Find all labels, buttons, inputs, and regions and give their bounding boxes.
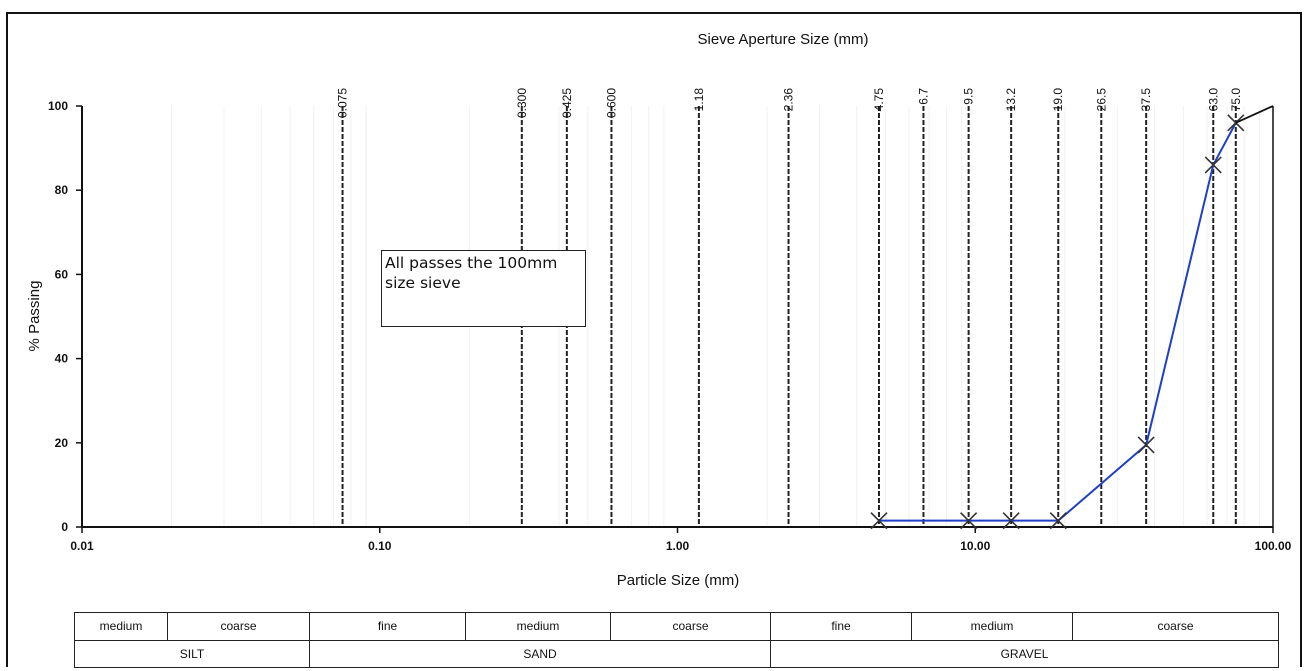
cell-sand-medium: medium <box>465 612 611 641</box>
data-point-cross <box>1204 156 1222 174</box>
sieve-label: 0.600 <box>604 88 618 118</box>
cell-silt-medium: medium <box>74 612 168 641</box>
sieve-label: 1.18 <box>692 88 706 112</box>
cell-gravel-fine: fine <box>770 612 912 641</box>
grading-chart: 0.075 0.300 0.425 0.600 1.18 2.36 4.75 6.7 9.5 13… <box>26 31 1292 589</box>
y-tick-label: 100 <box>48 99 68 113</box>
cell-gravel-coarse: coarse <box>1072 612 1279 641</box>
data-point <box>960 512 978 530</box>
data-point <box>1137 436 1155 454</box>
subdivision-row: medium coarse fine medium coarse fine me… <box>74 612 1279 641</box>
data-point-cross <box>1002 512 1020 530</box>
chart-frame <box>6 12 1302 667</box>
cell-silt: SILT <box>74 639 310 668</box>
x-tick-label: 1.00 <box>666 539 690 553</box>
data-point <box>870 512 888 530</box>
cell-sand: SAND <box>309 639 771 668</box>
sieve-label: 0.425 <box>560 88 574 118</box>
annotation-text: All passes the 100mm size sieve <box>385 254 558 292</box>
cell-gravel-medium: medium <box>911 612 1073 641</box>
y-axis-label: % Passing <box>26 281 43 352</box>
y-tick-label: 20 <box>55 436 69 450</box>
sieve-label: 26.5 <box>1094 88 1108 112</box>
y-tick-label: 0 <box>61 520 68 534</box>
data-point <box>1204 156 1222 174</box>
x-tick-label: 0.10 <box>368 539 392 553</box>
series-layer <box>870 105 1274 530</box>
sieve-label: 6.7 <box>916 88 930 105</box>
sieve-label: 75.0 <box>1229 88 1243 112</box>
sieve-label: 4.75 <box>872 88 886 112</box>
top-axis-label: Sieve Aperture Size (mm) <box>698 31 869 48</box>
axes: 0 20 40 60 80 100 0.01 0.10 1.00 10.00 100.00 <box>48 99 1292 553</box>
sieve-label: 0.300 <box>515 88 529 118</box>
x-axis-label: Particle Size (mm) <box>617 572 740 589</box>
x-tick-label: 100.00 <box>1255 539 1292 553</box>
data-point <box>1002 512 1020 530</box>
sieve-label: 0.075 <box>336 88 350 118</box>
cell-silt-coarse: coarse <box>167 612 310 641</box>
cell-gravel: GRAVEL <box>770 639 1279 668</box>
sieve-label: 63.0 <box>1206 88 1220 112</box>
y-tick-label: 60 <box>55 267 69 281</box>
group-row: SILT SAND GRAVEL <box>74 639 1279 668</box>
data-point-cross <box>960 512 978 530</box>
data-point-cross <box>870 512 888 530</box>
sieve-label: 37.5 <box>1139 88 1153 112</box>
data-point <box>1049 512 1067 530</box>
tail-line <box>1235 105 1274 124</box>
sieve-label: 13.2 <box>1004 88 1018 112</box>
sieve-label: 19.0 <box>1051 88 1065 112</box>
cell-sand-coarse: coarse <box>610 612 771 641</box>
cell-sand-fine: fine <box>309 612 466 641</box>
annotation-box: All passes the 100mm size sieve <box>381 250 586 327</box>
data-point-cross <box>1137 436 1155 454</box>
x-tick-label: 10.00 <box>960 539 990 553</box>
y-tick-label: 40 <box>55 352 69 366</box>
grading-curve <box>878 122 1237 522</box>
x-tick-label: 0.01 <box>70 539 94 553</box>
y-tick-label: 80 <box>55 183 69 197</box>
sieve-label: 2.36 <box>782 88 796 112</box>
data-point-cross <box>1049 512 1067 530</box>
soil-classification-table: medium coarse fine medium coarse fine me… <box>74 612 1279 668</box>
sieve-label: 9.5 <box>962 88 976 105</box>
grid-layer <box>171 106 1260 527</box>
